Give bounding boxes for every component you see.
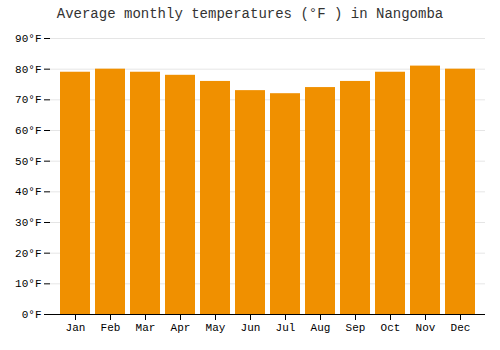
svg-text:Jun: Jun — [241, 322, 261, 334]
svg-text:May: May — [206, 322, 226, 334]
svg-text:20°F: 20°F — [15, 248, 41, 260]
svg-text:90°F: 90°F — [15, 33, 41, 45]
svg-text:Feb: Feb — [101, 322, 121, 334]
svg-text:10°F: 10°F — [15, 278, 41, 290]
svg-text:50°F: 50°F — [15, 156, 41, 168]
svg-text:80°F: 80°F — [15, 64, 41, 76]
svg-text:Dec: Dec — [451, 322, 471, 334]
svg-text:Sep: Sep — [346, 322, 366, 334]
svg-text:40°F: 40°F — [15, 186, 41, 198]
svg-text:Mar: Mar — [136, 322, 156, 334]
svg-text:Apr: Apr — [171, 322, 191, 334]
svg-text:Nov: Nov — [416, 322, 436, 334]
svg-text:70°F: 70°F — [15, 94, 41, 106]
svg-text:30°F: 30°F — [15, 217, 41, 229]
svg-text:Oct: Oct — [381, 322, 401, 334]
svg-text:0°F: 0°F — [22, 309, 42, 321]
svg-text:60°F: 60°F — [15, 125, 41, 137]
svg-text:Jan: Jan — [66, 322, 86, 334]
svg-text:Aug: Aug — [311, 322, 331, 334]
svg-text:Jul: Jul — [276, 322, 296, 334]
html-text:Average monthly temperatures (: Average monthly temperatures (°F ) in Na… — [56, 6, 444, 22]
